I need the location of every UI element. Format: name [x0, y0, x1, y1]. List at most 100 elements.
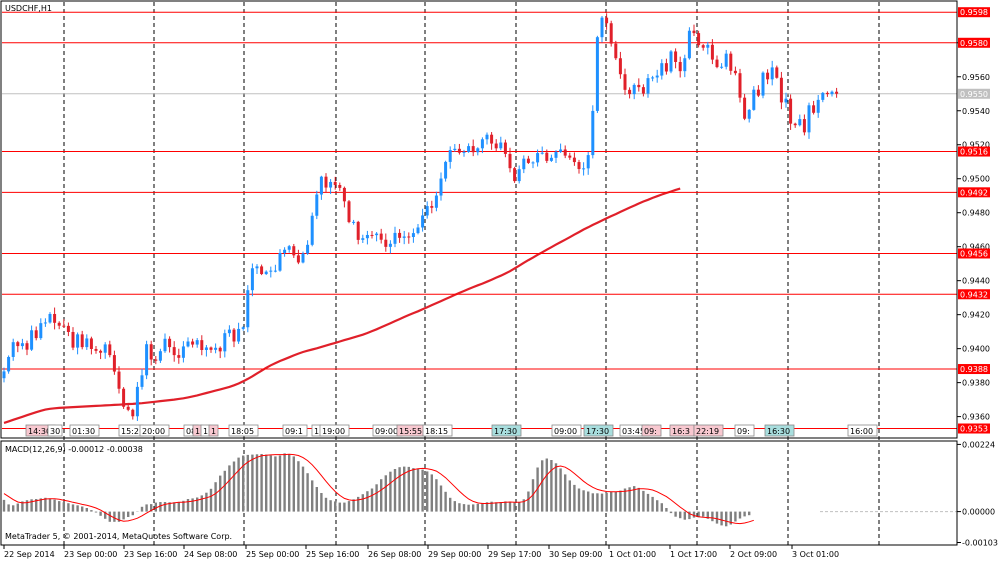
time-marker[interactable]: 18:05: [228, 424, 259, 437]
time-marker-label: 17:30: [494, 427, 517, 436]
candle-body: [669, 51, 673, 72]
time-marker-label: 16:3: [672, 427, 690, 436]
x-tick-label: 2 Oct 09:00: [730, 550, 777, 559]
candle-body: [237, 328, 241, 342]
candle-body: [632, 84, 636, 95]
main-pane-frame: [0, 0, 958, 439]
time-marker[interactable]: 22:19: [693, 424, 724, 437]
candle-body: [522, 158, 526, 170]
candle-body: [733, 70, 737, 74]
candle-body: [444, 161, 448, 179]
time-marker[interactable]: 30: [47, 424, 63, 437]
x-tick-label: 23 Sep 16:00: [124, 550, 177, 559]
time-marker[interactable]: 15:2: [118, 424, 144, 437]
time-marker[interactable]: 16:3: [669, 424, 695, 437]
candle-body: [540, 152, 544, 154]
candle-body: [11, 342, 15, 357]
candle-body: [572, 157, 576, 163]
time-marker-label: 09:00: [375, 427, 398, 436]
candle-body: [421, 215, 425, 228]
price-level-label: 0.9353: [960, 425, 988, 434]
time-marker[interactable]: 09:1: [282, 424, 308, 437]
y-tick-label: 0.9560: [962, 73, 990, 82]
time-marker[interactable]: 17:30: [491, 424, 522, 437]
time-marker[interactable]: 1: [208, 424, 219, 437]
time-marker-label: 03:45: [622, 427, 645, 436]
candle-body: [112, 355, 116, 372]
time-marker[interactable]: 15:55: [396, 424, 427, 437]
x-tick-label: 25 Sep 00:00: [246, 550, 299, 559]
time-marker[interactable]: 01:30: [69, 424, 100, 437]
candle-body: [227, 329, 231, 334]
time-marker[interactable]: 09:: [734, 424, 755, 437]
time-marker-label: 18:15: [425, 427, 448, 436]
candle-body: [724, 53, 728, 67]
candle-body: [347, 201, 351, 223]
price-level-label: 0.9598: [960, 8, 988, 17]
moving-average-line: [3, 187, 681, 424]
time-marker[interactable]: 17:30: [583, 424, 614, 437]
candle-body: [448, 150, 452, 162]
x-tick-label: 1 Oct 01:00: [609, 550, 656, 559]
candle-body: [319, 176, 323, 195]
candle-body: [582, 168, 586, 170]
candle-body: [775, 67, 779, 78]
time-marker[interactable]: 09:00: [551, 424, 582, 437]
candle-body: [609, 23, 613, 44]
candles: [2, 13, 839, 421]
candle-body: [480, 139, 484, 149]
candle-body: [172, 347, 176, 356]
candle-body: [701, 45, 705, 48]
time-marker[interactable]: 09:: [641, 424, 662, 437]
candle-body: [835, 91, 839, 94]
current-price-badge: [958, 88, 990, 99]
candle-body: [531, 162, 535, 164]
time-marker-label: 15:55: [399, 427, 422, 436]
macd-y-tick-label: -0.00103: [962, 539, 998, 548]
time-marker[interactable]: 20:00: [139, 424, 170, 437]
candle-body: [223, 333, 227, 352]
symbol-label: USDCHF,H1: [5, 4, 52, 13]
candle-body: [329, 181, 333, 188]
candle-body: [370, 234, 374, 236]
price-level-badge: [958, 146, 990, 157]
candle-body: [674, 51, 678, 62]
candle-body: [710, 44, 714, 60]
candle-body: [476, 148, 480, 153]
candle-body: [766, 72, 770, 80]
x-tick-label: 30 Sep 09:00: [549, 550, 602, 559]
candle-body: [287, 246, 291, 250]
candle-body: [411, 233, 415, 238]
candle-body: [16, 342, 20, 347]
candle-body: [117, 371, 121, 389]
candle-body: [158, 351, 162, 361]
candle-body: [232, 329, 236, 342]
time-marker[interactable]: 18:15: [422, 424, 453, 437]
candle-body: [315, 194, 319, 216]
time-marker-label: 15:2: [121, 427, 139, 436]
candle-body: [402, 236, 406, 238]
price-level-label: 0.9388: [960, 365, 988, 374]
candle-body: [43, 322, 47, 324]
candle-body: [430, 206, 434, 208]
candle-body: [2, 371, 6, 379]
price-level-label: 0.9516: [960, 148, 988, 157]
candle-body: [163, 338, 167, 352]
candle-body: [462, 151, 466, 153]
candle-body: [218, 347, 222, 352]
candle-body: [471, 146, 475, 153]
candle-body: [646, 78, 650, 94]
candle-body: [191, 341, 195, 345]
time-marker[interactable]: 16:00: [847, 424, 878, 437]
candle-body: [425, 206, 429, 216]
time-marker[interactable]: 16:30: [764, 424, 795, 437]
time-marker[interactable]: 19:00: [319, 424, 350, 437]
candle-body: [706, 44, 710, 48]
y-tick-label: 0.9380: [962, 379, 990, 388]
candle-body: [310, 215, 314, 245]
candle-body: [260, 266, 264, 275]
candle-body: [628, 89, 632, 95]
candle-body: [467, 146, 471, 152]
